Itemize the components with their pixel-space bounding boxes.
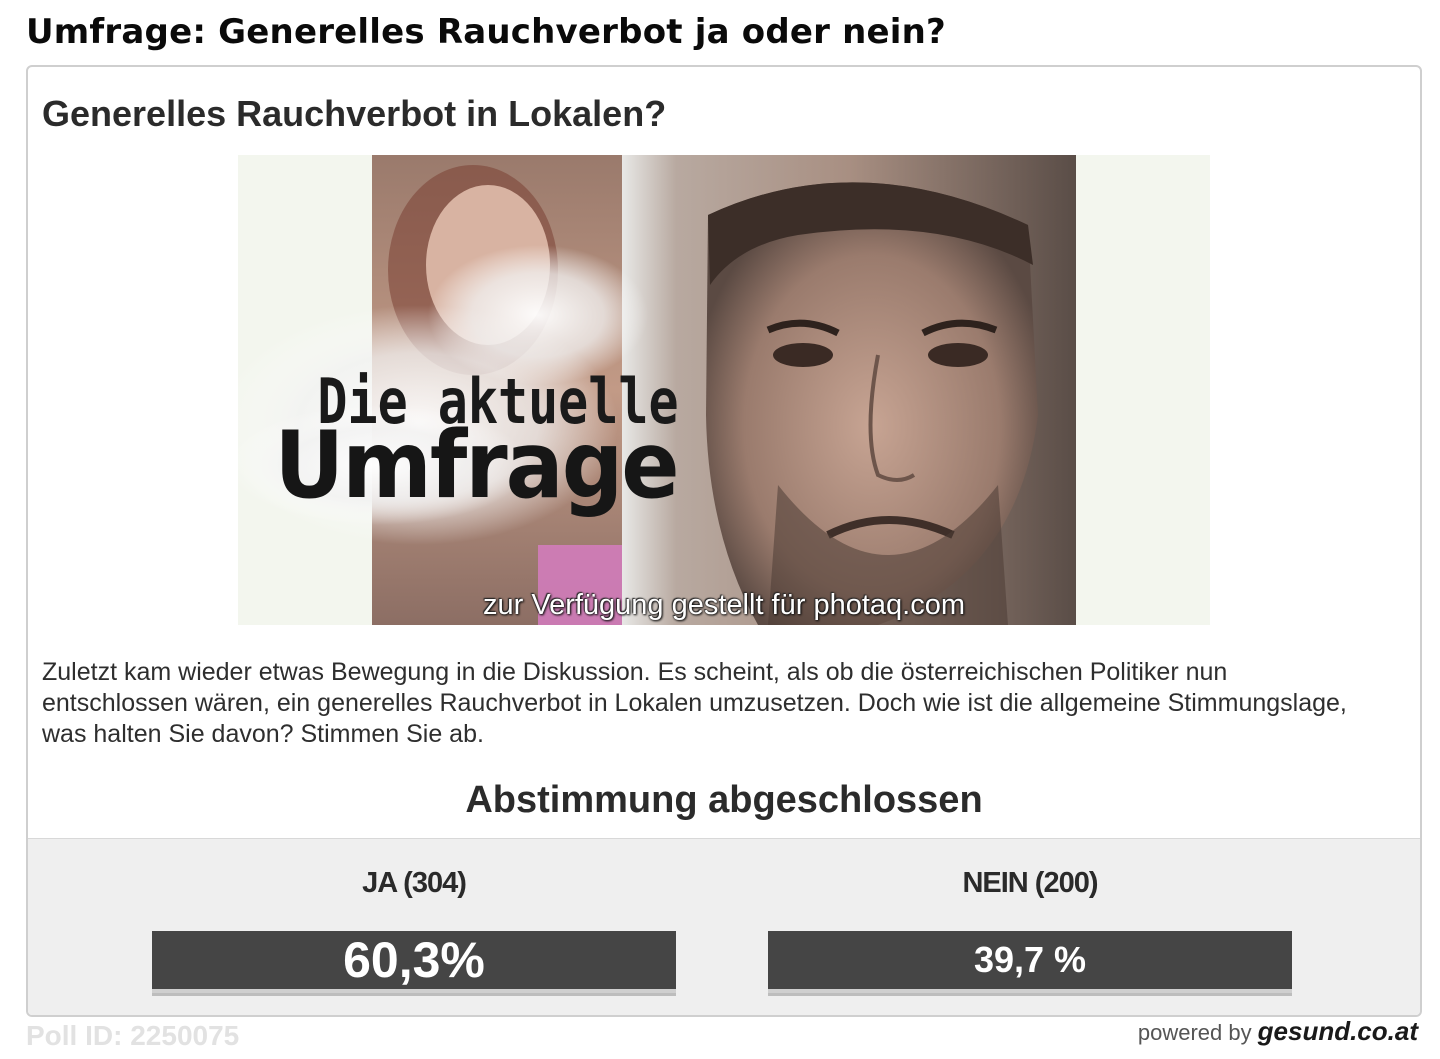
option-yes-label: JA (304) (362, 867, 467, 899)
option-no-bar: 39,7 % (768, 931, 1292, 996)
option-yes-bar-fill (152, 931, 676, 989)
poll-id: Poll ID: 2250075 (26, 1020, 240, 1051)
poll-question: Generelles Rauchverbot in Lokalen? (42, 93, 667, 134)
powered-by-brand-link[interactable]: gesund.co.at (1257, 1016, 1418, 1046)
option-no-bar-fill (768, 931, 1292, 989)
option-yes-bar: 60,3% (152, 931, 676, 996)
image-watermark: zur Verfügung gestellt für photaq.com (482, 589, 965, 621)
image-headline-line1: Die aktuelle (317, 366, 678, 439)
powered-by-text: powered by (1137, 1020, 1252, 1045)
page-title: Umfrage: Generelles Rauchverbot ja oder … (26, 12, 946, 52)
poll-description: Zuletzt kam wieder etwas Bewegung in die… (42, 658, 1347, 748)
results-panel: JA (304) NEIN (200) 60,3% 39,7 % (28, 838, 1420, 1015)
image-headline-line2: Umfrage (274, 412, 677, 520)
option-no-percent: 39,7 % (973, 939, 1087, 980)
option-yes-percent: 60,3% (343, 932, 485, 988)
poll-card: Generelles Rauchverbot in Lokalen? (26, 65, 1422, 1017)
poll-status: Abstimmung abgeschlossen (465, 779, 983, 821)
powered-by[interactable]: powered by gesund.co.at (1138, 1016, 1418, 1047)
option-no-label: NEIN (200) (962, 867, 1098, 899)
poll-image: Die aktuelle Umfrage (238, 155, 1210, 625)
